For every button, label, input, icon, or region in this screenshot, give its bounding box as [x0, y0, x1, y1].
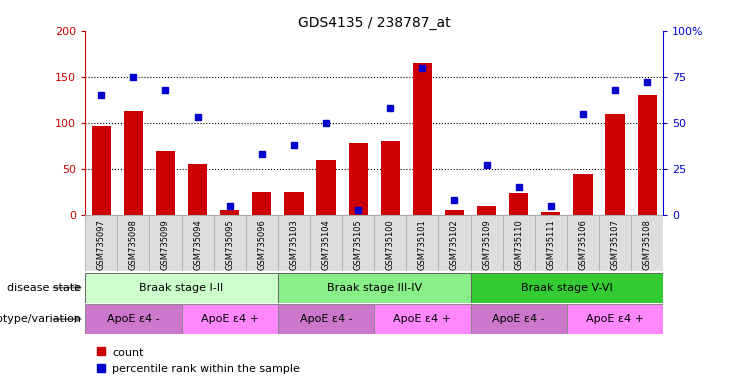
- Bar: [541, 212, 560, 215]
- Bar: [348, 143, 368, 215]
- Text: GSM735109: GSM735109: [482, 220, 491, 270]
- Bar: [182, 215, 213, 271]
- Text: GSM735099: GSM735099: [161, 220, 170, 270]
- Bar: [316, 160, 336, 215]
- Text: Braak stage I-II: Braak stage I-II: [139, 283, 224, 293]
- Text: GSM735108: GSM735108: [642, 220, 651, 270]
- Text: Braak stage III-IV: Braak stage III-IV: [327, 283, 422, 293]
- Bar: [85, 215, 117, 271]
- Bar: [502, 215, 535, 271]
- Text: GSM735101: GSM735101: [418, 220, 427, 270]
- Text: ApoE ε4 -: ApoE ε4 -: [299, 314, 353, 324]
- Text: GSM735103: GSM735103: [290, 220, 299, 270]
- Bar: [342, 215, 374, 271]
- Text: Braak stage V-VI: Braak stage V-VI: [521, 283, 613, 293]
- Bar: [278, 273, 471, 303]
- Bar: [637, 95, 657, 215]
- Text: ApoE ε4 +: ApoE ε4 +: [393, 314, 451, 324]
- Bar: [439, 215, 471, 271]
- Text: GSM735104: GSM735104: [322, 220, 330, 270]
- Text: ApoE ε4 +: ApoE ε4 +: [586, 314, 644, 324]
- Bar: [567, 215, 599, 271]
- Bar: [182, 304, 278, 334]
- Bar: [374, 304, 471, 334]
- Bar: [117, 215, 150, 271]
- Text: GSM735105: GSM735105: [353, 220, 362, 270]
- Bar: [599, 215, 631, 271]
- Bar: [278, 304, 374, 334]
- Text: disease state: disease state: [7, 283, 82, 293]
- Text: ApoE ε4 +: ApoE ε4 +: [201, 314, 259, 324]
- Text: GSM735107: GSM735107: [611, 220, 619, 270]
- Bar: [213, 215, 246, 271]
- Text: GSM735111: GSM735111: [546, 220, 555, 270]
- Bar: [85, 273, 278, 303]
- Bar: [567, 304, 663, 334]
- Text: GSM735098: GSM735098: [129, 220, 138, 270]
- Bar: [471, 215, 502, 271]
- Text: GSM735095: GSM735095: [225, 220, 234, 270]
- Title: GDS4135 / 238787_at: GDS4135 / 238787_at: [298, 16, 451, 30]
- Bar: [381, 141, 400, 215]
- Bar: [156, 151, 175, 215]
- Bar: [477, 206, 496, 215]
- Bar: [246, 215, 278, 271]
- Bar: [220, 210, 239, 215]
- Text: GSM735100: GSM735100: [386, 220, 395, 270]
- Bar: [310, 215, 342, 271]
- Bar: [471, 273, 663, 303]
- Bar: [285, 192, 304, 215]
- Text: GSM735094: GSM735094: [193, 220, 202, 270]
- Text: GSM735110: GSM735110: [514, 220, 523, 270]
- Bar: [445, 210, 464, 215]
- Bar: [413, 63, 432, 215]
- Text: GSM735096: GSM735096: [257, 220, 266, 270]
- Text: GSM735102: GSM735102: [450, 220, 459, 270]
- Bar: [278, 215, 310, 271]
- Bar: [374, 215, 406, 271]
- Bar: [188, 164, 207, 215]
- Bar: [509, 193, 528, 215]
- Bar: [574, 174, 593, 215]
- Text: ApoE ε4 -: ApoE ε4 -: [107, 314, 160, 324]
- Bar: [605, 114, 625, 215]
- Bar: [406, 215, 439, 271]
- Bar: [631, 215, 663, 271]
- Text: GSM735106: GSM735106: [579, 220, 588, 270]
- Text: ApoE ε4 -: ApoE ε4 -: [492, 314, 545, 324]
- Legend: count, percentile rank within the sample: count, percentile rank within the sample: [90, 343, 305, 379]
- Bar: [85, 304, 182, 334]
- Bar: [150, 215, 182, 271]
- Bar: [535, 215, 567, 271]
- Bar: [124, 111, 143, 215]
- Bar: [92, 126, 111, 215]
- Text: genotype/variation: genotype/variation: [0, 314, 82, 324]
- Bar: [252, 192, 271, 215]
- Bar: [471, 304, 567, 334]
- Text: GSM735097: GSM735097: [97, 220, 106, 270]
